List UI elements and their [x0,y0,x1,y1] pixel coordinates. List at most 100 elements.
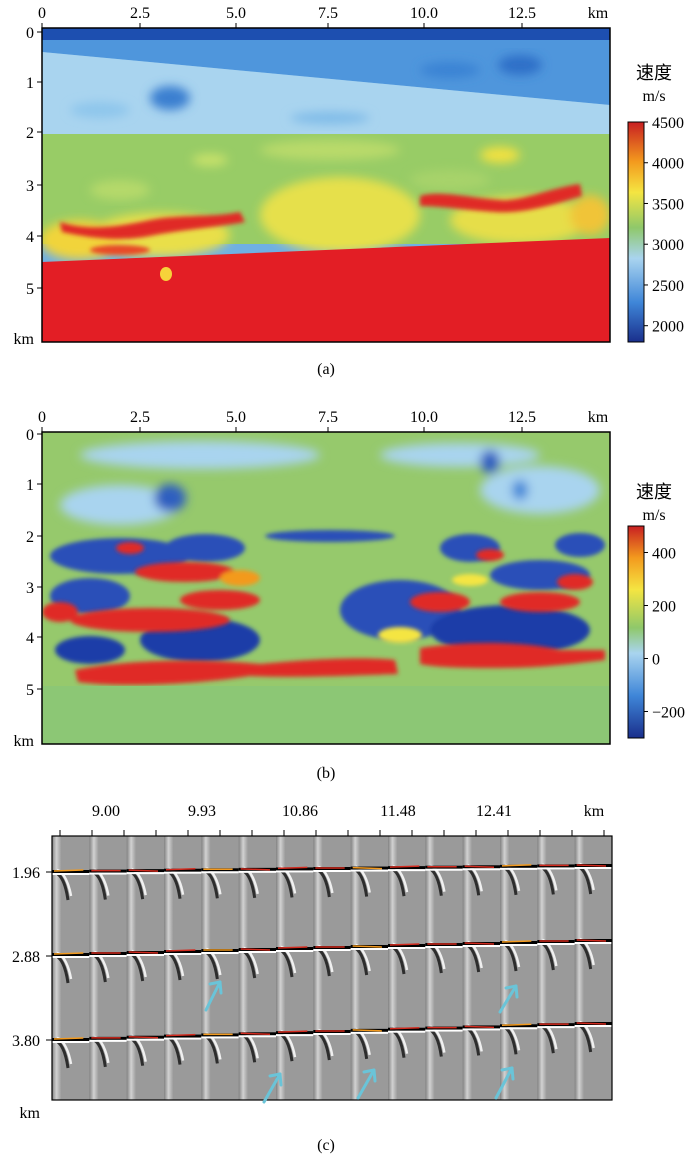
gather-event-white [350,869,388,872]
gather-event-white [276,950,314,952]
panel-b-colorbar-tick-label: 0 [652,652,660,669]
gather-event [276,1031,314,1035]
panel-c-x-tick-label: 12.41 [476,803,512,820]
panel-a-colorbar-ticks: 4500 4000 3500 3000 2500 2000 [644,115,684,336]
panel-a-colorbar-tick-label: 3500 [652,196,684,213]
panel-c-gathers-image [52,836,612,1100]
gather-pick [277,866,308,870]
panel-c-x-tick-label: 9.00 [92,803,120,820]
gather-event-white [574,867,612,869]
panel-b-x-tick-label: 12.5 [508,409,536,426]
gather-event-white [276,1034,314,1037]
panel-b-colorbar [627,525,645,739]
panel-c-x-tick-label: km [584,803,605,820]
panel-a-colorbar-unit: m/s [642,88,665,105]
gather-event-white [388,869,426,872]
panel-b-y-tick-label: 0 [26,427,34,444]
panel-a-y-tick-label: km [14,331,35,348]
gather-pick [277,946,308,949]
panel-a-colorbar-tick-label: 2500 [652,278,684,295]
arrow-icon [494,1066,515,1100]
gather-panel [537,836,575,1100]
gather-pick [576,864,607,867]
panel-b-y-tick-label: 1 [26,477,34,494]
gather-event-white [126,872,164,875]
panel-b-colorbar-tick-label: 400 [652,546,676,563]
panel-a-colorbar-tick-label: 4000 [652,156,684,173]
gather-event [164,950,202,953]
panel-a-y-tick-label: 2 [26,125,34,142]
gather-event [276,947,314,950]
gather-event-white [201,952,239,954]
gather-event [52,1038,90,1041]
gather-pick [53,1037,84,1040]
panel-a-colorbar-title: 速度 [636,63,672,84]
gather-event-white [201,1036,239,1039]
gather-pick [240,1032,271,1036]
gather-event [388,866,426,870]
gather-pick [165,867,196,871]
panel-a-x-tick-label: 0 [38,5,46,22]
panel-a-x-tick-label: 2.5 [130,5,150,22]
panel-b-caption: (b) [317,765,336,782]
panel-b-colorbar-tick-label: −200 [652,705,685,722]
gather-pick [277,1030,308,1033]
panel-b-frame [41,431,611,745]
panel-b-colorbar-title: 速度 [636,482,672,503]
gather-pick [576,939,607,942]
panel-a-colorbar-tick-label: 4500 [652,115,684,132]
gather-pick [128,869,159,872]
gather-pick [389,865,420,868]
panel-a-x-tick-label: 5.0 [226,5,246,22]
panel-a-y-tick-label: 1 [26,75,34,92]
gather-event [164,868,202,872]
arrow-icon [356,1068,377,1100]
gather-event-white [574,1025,612,1027]
panel-a-colorbar-tick-label: 2000 [652,319,684,336]
gather-pick [165,949,196,952]
gather-event-white [126,1038,164,1041]
gather-event-white [500,1027,538,1030]
gather-event-white [89,1039,127,1042]
arrow-icon [498,984,519,1014]
gather-event-white [425,1029,463,1032]
gather-pick [240,868,271,871]
gather-pick [501,864,532,867]
gather-event-white [52,956,90,958]
gather-event-white [500,944,538,946]
panel-c-y-tick-label: 1.96 [12,865,40,882]
gather-pick [352,1029,383,1032]
panel-a-y-tick-label: 4 [26,229,34,246]
gather-event [388,1027,426,1031]
gather-pick [240,948,271,951]
panel-b-y-tick-label: 5 [26,682,34,699]
gather-event-white [52,1041,90,1043]
gather-panel [574,836,612,1100]
panel-b-x-tick-label: 10.0 [410,409,438,426]
gather-event-white [89,955,127,957]
panel-a-x-tick-label: 12.5 [508,5,536,22]
gather-event-white [537,943,575,945]
panel-b-velocity-update-image [42,432,610,744]
gather-event-white [52,873,90,875]
gather-pick [165,1033,196,1037]
gather-event-white [462,1028,500,1031]
arrow-icon [262,1072,283,1104]
gather-pick [501,1023,532,1027]
panel-c-x-tick-label: 10.86 [282,803,318,820]
gather-pick [464,942,495,945]
gather-pick [128,951,159,954]
arrow-icon [204,980,223,1012]
gather-event-white [238,870,276,873]
gather-pick [53,869,84,872]
panel-a-y-tick-label: 5 [26,281,34,298]
panel-c-caption: (c) [317,1137,335,1154]
panel-c-x-tick-label: 9.93 [188,803,216,820]
gather-event [500,1024,538,1028]
panel-b-colorbar-unit: m/s [642,507,665,524]
gather-pick [352,945,383,948]
panel-a-x-tick-label: 7.5 [318,5,338,22]
gather-event-white [462,945,500,947]
panel-c-y-tick-label: km [20,1105,41,1122]
